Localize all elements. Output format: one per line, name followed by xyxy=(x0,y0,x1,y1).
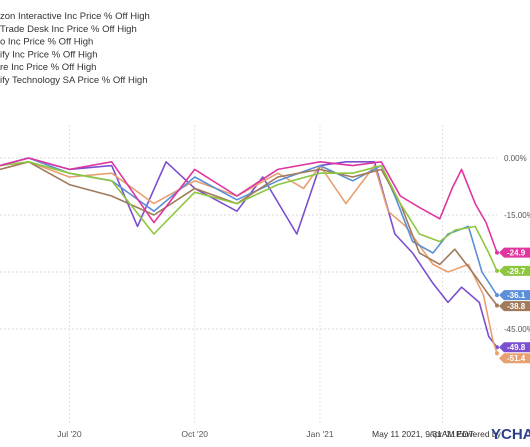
legend-entry: ify Technology SA Price % Off High xyxy=(0,75,148,86)
x-axis: Jul '20 Oct '20 Jan '21 Apr '21 xyxy=(57,429,456,439)
footer-powered-by: Powered by xyxy=(456,429,502,439)
end-label: -49.8 xyxy=(499,342,530,353)
series-line xyxy=(0,161,498,272)
legend-entry: ify Inc Price % Off High xyxy=(0,49,98,60)
end-label-text: -49.8 xyxy=(507,343,526,352)
y-tick-label: -15.00% xyxy=(504,211,530,220)
end-label: -24.9 xyxy=(499,247,530,258)
y-tick-label: 0.00% xyxy=(504,154,527,163)
legend: zon Interactive Inc Price % Off High Trad… xyxy=(0,11,150,86)
end-label-text: -24.9 xyxy=(507,249,526,258)
series-line xyxy=(0,161,498,354)
end-label-text: -36.1 xyxy=(507,291,526,300)
end-label-tag xyxy=(499,342,530,353)
end-labels: -24.9 -29.7 -36.1 -38.8 -49.8 -51.4 xyxy=(499,247,530,364)
end-label: -29.7 xyxy=(499,265,530,276)
series-end-point xyxy=(495,351,499,356)
series-layer xyxy=(0,157,499,356)
end-label-tag xyxy=(499,290,530,301)
series-end-point xyxy=(495,268,499,273)
footer-brand[interactable]: YCHA xyxy=(491,426,530,443)
grid-layer xyxy=(0,125,497,425)
series-line xyxy=(0,157,498,253)
end-label-text: -29.7 xyxy=(507,267,526,276)
x-tick-label: Oct '20 xyxy=(181,429,208,439)
y-tick-label: -45.00% xyxy=(504,325,530,334)
end-label-tag xyxy=(499,247,530,258)
series-end-point xyxy=(495,293,499,298)
legend-entry: re Inc Price % Off High xyxy=(0,62,96,73)
end-label: -36.1 xyxy=(499,290,530,301)
x-tick-label: Jan '21 xyxy=(306,429,333,439)
end-label: -38.8 xyxy=(499,301,530,312)
end-label-tag xyxy=(499,301,530,312)
end-label-text: -38.8 xyxy=(507,302,526,311)
series-line xyxy=(0,161,498,306)
end-label-text: -51.4 xyxy=(507,354,526,363)
legend-entry: o Inc Price % Off High xyxy=(0,37,93,48)
end-label: -51.4 xyxy=(499,353,530,364)
series-end-point xyxy=(495,303,499,308)
series-line xyxy=(0,157,498,296)
end-label-tag xyxy=(499,265,530,276)
footer-timestamp: May 11 2021, 9:31AM EDT. xyxy=(372,429,475,439)
footer: May 11 2021, 9:31AM EDT. Powered by YCHA xyxy=(372,426,530,443)
x-tick-label: Apr '21 xyxy=(429,429,456,439)
legend-entry: zon Interactive Inc Price % Off High xyxy=(0,11,150,22)
end-label-tag xyxy=(499,353,530,364)
legend-entry: Trade Desk Inc Price % Off High xyxy=(0,24,137,35)
series-end-point xyxy=(495,250,499,255)
x-tick-label: Jul '20 xyxy=(57,429,82,439)
